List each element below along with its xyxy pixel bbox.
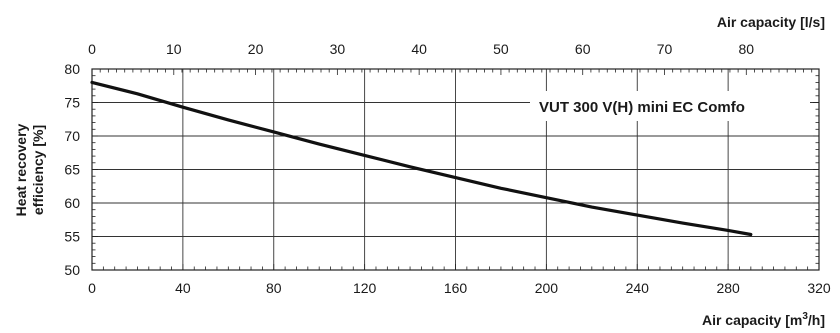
y-tick-label: 75 (64, 95, 80, 111)
bottom-axis-title-suffix: /h] (808, 312, 825, 328)
top-tick-label: 30 (330, 41, 346, 57)
top-tick-label: 10 (166, 41, 182, 57)
bottom-tick-label: 240 (626, 280, 650, 296)
series-label: VUT 300 V(H) mini EC Comfo (539, 99, 745, 116)
bottom-tick-label: 320 (807, 280, 831, 296)
bottom-tick-label: 80 (266, 280, 282, 296)
y-tick-label: 60 (64, 195, 80, 211)
top-axis-title: Air capacity [l/s] (717, 14, 825, 30)
bottom-tick-label: 120 (353, 280, 377, 296)
y-axis-title-line2: efficiency [%] (30, 125, 46, 215)
top-tick-label: 70 (657, 41, 673, 57)
minor-ticks (91, 68, 820, 271)
y-tick-label: 80 (64, 61, 80, 77)
bottom-tick-label: 40 (175, 280, 191, 296)
top-tick-label: 0 (88, 41, 96, 57)
top-tick-label: 20 (248, 41, 264, 57)
top-tick-label: 80 (739, 41, 755, 57)
bottom-tick-label: 200 (535, 280, 559, 296)
series-line-vut300 (90, 80, 753, 237)
top-tick-label: 50 (493, 41, 509, 57)
bottom-axis-title-sup: 3 (802, 311, 808, 322)
y-axis-title-line1: Heat recovery (13, 123, 29, 216)
bottom-axis-title: Air capacity [m3/h] (702, 311, 825, 328)
bottom-axis-title-main: Air capacity [m (702, 312, 802, 328)
top-tick-label: 60 (575, 41, 591, 57)
y-axis-title: Heat recovery efficiency [%] (13, 123, 46, 216)
y-tick-label: 65 (64, 162, 80, 178)
bottom-tick-label: 280 (716, 280, 740, 296)
top-tick-label: 40 (411, 41, 427, 57)
tick-labels: 0 40 80 120 160 200 240 280 320 0 10 20 30 40 50 60 70 80… (64, 41, 830, 296)
bottom-tick-label: 160 (444, 280, 468, 296)
y-tick-label: 50 (64, 262, 80, 278)
series-label-box (530, 91, 810, 121)
y-tick-label: 70 (64, 128, 80, 144)
y-tick-label: 55 (64, 229, 80, 245)
bottom-tick-label: 0 (88, 280, 96, 296)
